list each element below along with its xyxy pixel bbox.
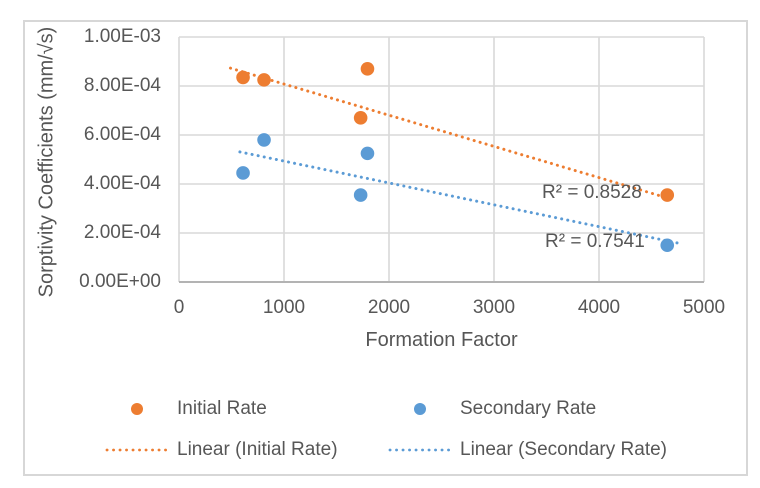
- x-tick-label: 1000: [262, 297, 306, 318]
- x-tick-label: 5000: [682, 297, 726, 318]
- dotted-line-icon: [388, 448, 452, 452]
- y-tick-label: 2.00E-04: [83, 222, 161, 243]
- chart-frame: 0.00E+00 2.00E-04 4.00E-04 6.00E-04 8.00E-04…: [23, 20, 748, 476]
- legend-marker-box: [105, 439, 169, 461]
- r-squared-secondary-rate: R² = 0.7541: [545, 231, 645, 252]
- secondary-rate-dot-icon: [414, 403, 426, 415]
- point-secondary-rate[interactable]: [236, 166, 250, 180]
- dotted-line-icon: [105, 448, 169, 452]
- trendline-secondary-rate[interactable]: [238, 150, 680, 245]
- point-initial-rate[interactable]: [353, 111, 368, 125]
- plot-area: [178, 36, 705, 283]
- point-initial-rate[interactable]: [257, 73, 271, 87]
- x-tick-label: 2000: [367, 297, 411, 318]
- r-squared-initial-rate: R² = 0.8528: [542, 182, 642, 203]
- legend-label-initial-rate: Initial Rate: [177, 398, 267, 419]
- point-initial-rate[interactable]: [360, 62, 375, 76]
- x-tick-label: 0: [173, 297, 185, 318]
- point-initial-rate[interactable]: [660, 188, 675, 202]
- point-secondary-rate[interactable]: [660, 238, 675, 253]
- point-secondary-rate[interactable]: [353, 188, 368, 202]
- legend-marker-box: [105, 398, 169, 420]
- point-secondary-rate[interactable]: [360, 146, 375, 161]
- legend-item-linear-initial-rate[interactable]: Linear (Initial Rate): [105, 439, 338, 461]
- legend-marker-box: [388, 398, 452, 420]
- y-axis-title: Sorptivity Coefficients (mm/√s): [35, 26, 58, 298]
- legend-item-initial-rate[interactable]: Initial Rate: [105, 398, 267, 420]
- point-initial-rate[interactable]: [236, 70, 250, 85]
- y-tick-label: 4.00E-04: [83, 173, 161, 194]
- x-axis-title: Formation Factor: [365, 329, 518, 351]
- y-tick-label: 0.00E+00: [79, 271, 161, 292]
- point-secondary-rate[interactable]: [257, 133, 271, 147]
- y-tick-label: 8.00E-04: [83, 75, 161, 96]
- y-tick-label: 6.00E-04: [83, 124, 161, 145]
- legend-label-linear-initial-rate: Linear (Initial Rate): [177, 439, 338, 460]
- legend-item-linear-secondary-rate[interactable]: Linear (Secondary Rate): [388, 439, 667, 461]
- legend-label-secondary-rate: Secondary Rate: [460, 398, 597, 419]
- legend-item-secondary-rate[interactable]: Secondary Rate: [388, 398, 596, 420]
- initial-rate-dot-icon: [131, 403, 143, 415]
- x-tick-label: 4000: [577, 297, 621, 318]
- x-tick-label: 3000: [472, 297, 516, 318]
- legend-label-linear-secondary-rate: Linear (Secondary Rate): [460, 439, 667, 460]
- trendline-initial-rate[interactable]: [228, 66, 676, 202]
- y-tick-label: 1.00E-03: [83, 26, 161, 47]
- legend-marker-box: [388, 439, 452, 461]
